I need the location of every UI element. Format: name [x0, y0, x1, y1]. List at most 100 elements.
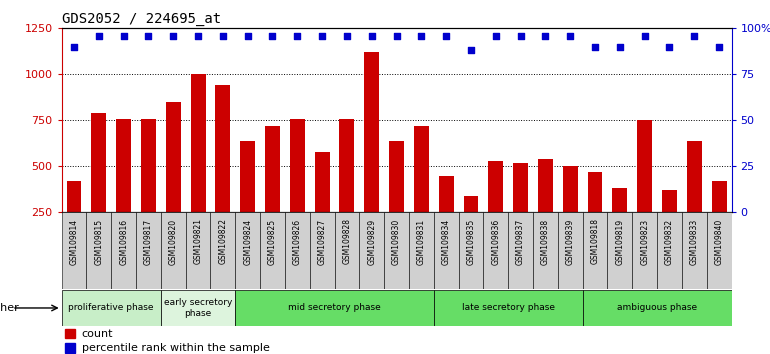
- Text: ambiguous phase: ambiguous phase: [617, 303, 697, 313]
- Bar: [340, 119, 354, 258]
- Point: [68, 44, 80, 50]
- Text: GSM109824: GSM109824: [243, 218, 253, 264]
- Text: mid secretory phase: mid secretory phase: [288, 303, 381, 313]
- Bar: [657, 212, 682, 289]
- Text: proliferative phase: proliferative phase: [69, 303, 154, 313]
- Text: GSM109828: GSM109828: [343, 218, 351, 264]
- Bar: [563, 166, 578, 258]
- Point: [514, 33, 527, 39]
- Bar: [687, 141, 701, 258]
- Text: GSM109830: GSM109830: [392, 218, 401, 265]
- Point: [638, 33, 651, 39]
- Bar: [711, 181, 727, 258]
- Point: [316, 33, 328, 39]
- Text: GSM109829: GSM109829: [367, 218, 377, 264]
- Text: GSM109840: GSM109840: [715, 218, 724, 265]
- Bar: [62, 290, 161, 326]
- Text: late secretory phase: late secretory phase: [462, 303, 554, 313]
- Bar: [334, 212, 360, 289]
- Bar: [216, 85, 230, 258]
- Point: [167, 33, 179, 39]
- Text: GSM109833: GSM109833: [690, 218, 699, 265]
- Point: [589, 44, 601, 50]
- Point: [713, 44, 725, 50]
- Bar: [136, 212, 161, 289]
- Point: [266, 33, 279, 39]
- Bar: [285, 212, 310, 289]
- Bar: [389, 141, 404, 258]
- Point: [564, 33, 577, 39]
- Text: GSM109817: GSM109817: [144, 218, 153, 264]
- Bar: [508, 212, 533, 289]
- Bar: [434, 290, 583, 326]
- Bar: [210, 212, 236, 289]
- Text: GSM109821: GSM109821: [193, 218, 203, 264]
- Text: percentile rank within the sample: percentile rank within the sample: [82, 343, 270, 353]
- Text: GSM109822: GSM109822: [219, 218, 227, 264]
- Point: [118, 33, 130, 39]
- Bar: [111, 212, 136, 289]
- Text: GSM109835: GSM109835: [467, 218, 476, 265]
- Bar: [513, 163, 528, 258]
- Text: GSM109820: GSM109820: [169, 218, 178, 264]
- Bar: [538, 159, 553, 258]
- Bar: [588, 172, 602, 258]
- Bar: [92, 113, 106, 258]
- Bar: [66, 181, 82, 258]
- Point: [192, 33, 204, 39]
- Text: GSM109834: GSM109834: [442, 218, 450, 265]
- Text: GSM109816: GSM109816: [119, 218, 128, 264]
- Point: [142, 33, 155, 39]
- Bar: [707, 212, 732, 289]
- Bar: [290, 119, 305, 258]
- Bar: [65, 343, 75, 353]
- Bar: [638, 120, 652, 258]
- Bar: [608, 212, 632, 289]
- Text: other: other: [0, 303, 19, 313]
- Bar: [62, 212, 86, 289]
- Point: [92, 33, 105, 39]
- Bar: [583, 290, 732, 326]
- Text: GSM109831: GSM109831: [417, 218, 426, 264]
- Point: [216, 33, 229, 39]
- Bar: [161, 212, 186, 289]
- Bar: [315, 152, 330, 258]
- Bar: [632, 212, 657, 289]
- Text: early secretory
phase: early secretory phase: [164, 298, 233, 318]
- Text: GSM109819: GSM109819: [615, 218, 624, 264]
- Text: GSM109832: GSM109832: [665, 218, 674, 264]
- Point: [614, 44, 626, 50]
- Bar: [612, 188, 628, 258]
- Point: [341, 33, 353, 39]
- Text: GSM109826: GSM109826: [293, 218, 302, 264]
- Text: GSM109836: GSM109836: [491, 218, 500, 265]
- Bar: [464, 196, 478, 258]
- Bar: [166, 102, 181, 258]
- Bar: [662, 190, 677, 258]
- Text: GSM109818: GSM109818: [591, 218, 600, 264]
- Bar: [186, 212, 210, 289]
- Bar: [533, 212, 557, 289]
- Bar: [240, 141, 255, 258]
- Bar: [260, 212, 285, 289]
- Text: GSM109827: GSM109827: [317, 218, 326, 264]
- Bar: [414, 126, 429, 258]
- Point: [663, 44, 675, 50]
- Bar: [161, 290, 236, 326]
- Text: GSM109814: GSM109814: [69, 218, 79, 264]
- Point: [539, 33, 551, 39]
- Point: [465, 47, 477, 53]
- Bar: [236, 212, 260, 289]
- Point: [415, 33, 427, 39]
- Text: GSM109839: GSM109839: [566, 218, 574, 265]
- Text: count: count: [82, 329, 113, 339]
- Point: [440, 33, 452, 39]
- Text: GSM109825: GSM109825: [268, 218, 277, 264]
- Text: GDS2052 / 224695_at: GDS2052 / 224695_at: [62, 12, 221, 26]
- Bar: [434, 212, 459, 289]
- Bar: [384, 212, 409, 289]
- Point: [390, 33, 403, 39]
- Bar: [265, 126, 280, 258]
- Bar: [439, 176, 454, 258]
- Bar: [557, 212, 583, 289]
